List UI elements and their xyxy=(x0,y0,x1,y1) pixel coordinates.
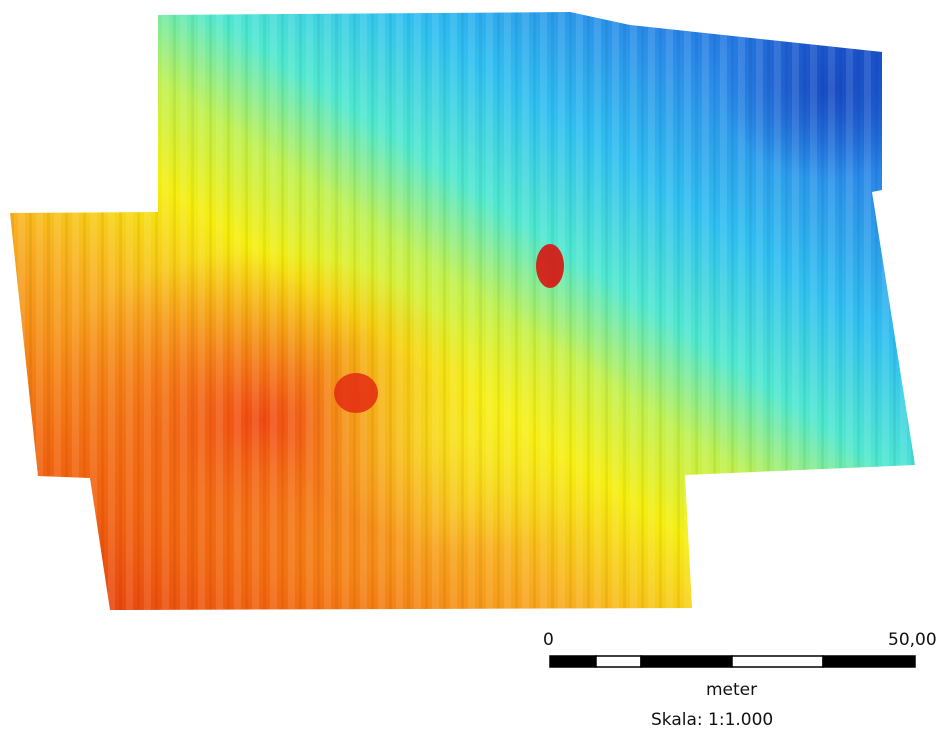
scale-end-label: 50,00 xyxy=(888,630,937,650)
scale-bar-segment xyxy=(640,655,733,668)
scale-bar-segment xyxy=(822,655,916,668)
depression-2 xyxy=(334,373,378,413)
scale-bar-segment xyxy=(549,655,597,668)
scale-bar-segment xyxy=(731,655,824,668)
survey-area xyxy=(10,12,915,610)
scale-unit-label: meter xyxy=(706,680,758,700)
depression-features xyxy=(334,244,564,413)
scale-ratio-label: Skala: 1:1.000 xyxy=(651,710,774,730)
depression-1 xyxy=(536,244,564,288)
scale-start-label: 0 xyxy=(543,630,554,650)
scale-bar xyxy=(549,655,916,668)
scale-bar-segment xyxy=(595,655,642,668)
